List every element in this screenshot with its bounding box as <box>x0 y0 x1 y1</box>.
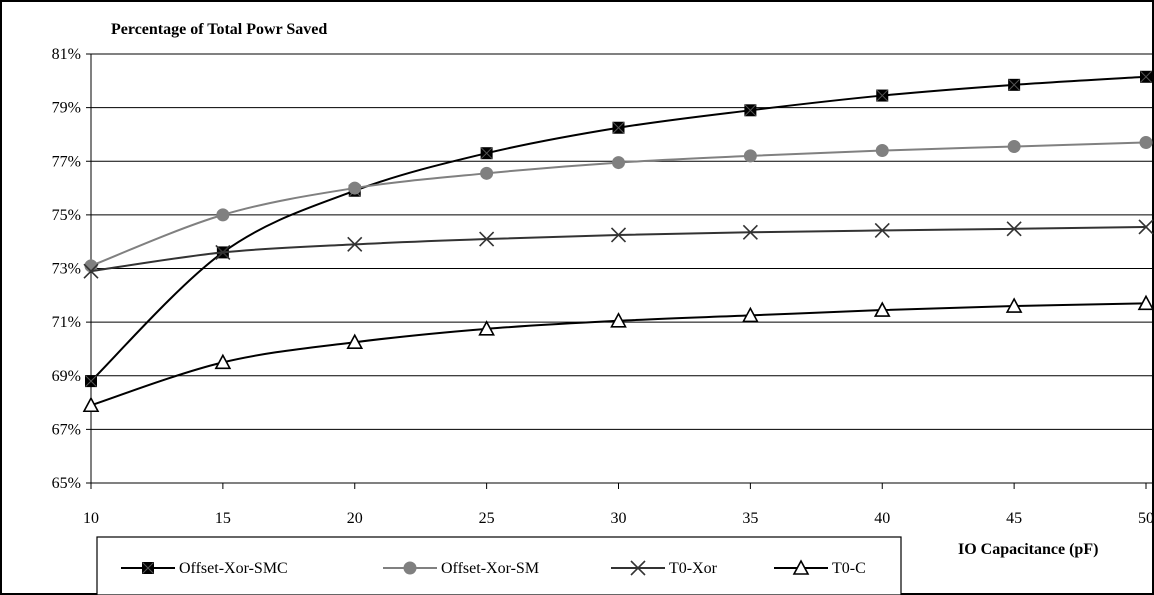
data-point <box>1138 219 1154 235</box>
data-point <box>480 166 494 180</box>
legend-item: Offset-Xor-SMC <box>121 560 288 577</box>
x-tick-label: 30 <box>611 510 627 527</box>
legend-label: T0-C <box>832 560 866 577</box>
legend-item: T0-Xor <box>611 560 718 577</box>
data-point <box>214 353 232 370</box>
legend-marker <box>792 559 810 575</box>
legend-marker <box>630 560 646 576</box>
x-axis-ticks: 10 15 20 25 30 35 40 45 50 <box>83 483 1154 527</box>
data-point <box>1139 135 1153 149</box>
y-tick-label: 77% <box>52 153 81 170</box>
x-axis-label: IO Capacitance (pF) <box>958 541 1098 558</box>
data-point <box>876 89 889 102</box>
data-point <box>1005 297 1023 313</box>
data-point <box>346 333 364 350</box>
data-point <box>83 263 99 279</box>
data-point <box>347 236 363 252</box>
data-point <box>873 301 891 317</box>
x-tick-label: 40 <box>874 510 890 527</box>
x-tick-label: 35 <box>742 510 758 527</box>
legend-label: Offset-Xor-SMC <box>179 560 288 577</box>
y-tick-label: 71% <box>52 314 81 331</box>
grid-lines <box>90 53 1154 484</box>
y-axis-ticks: 65% 67% 69% 71% 73% 75% 77% 79% 81% <box>52 46 91 492</box>
legend-item: Offset-Xor-SM <box>383 560 539 577</box>
legend-marker <box>142 562 154 574</box>
x-tick-label: 10 <box>83 510 99 527</box>
data-point <box>1007 140 1021 154</box>
series-group <box>82 70 1154 413</box>
y-tick-label: 69% <box>52 368 81 385</box>
legend-marker <box>403 561 417 575</box>
chart-title: Percentage of Total Powr Saved <box>111 21 327 38</box>
data-point <box>610 312 627 328</box>
legend-label: Offset-Xor-SM <box>441 560 539 577</box>
data-point <box>742 306 759 323</box>
x-tick-label: 15 <box>215 510 231 527</box>
y-tick-label: 65% <box>52 475 81 492</box>
data-point <box>478 320 495 336</box>
data-point <box>743 149 757 163</box>
data-point <box>612 121 625 134</box>
data-point <box>215 244 231 260</box>
y-tick-label: 67% <box>52 421 81 438</box>
data-point <box>744 104 757 117</box>
data-point <box>1140 70 1152 83</box>
series-line <box>90 225 1147 273</box>
data-point <box>480 147 493 160</box>
y-tick-label: 73% <box>52 261 81 278</box>
legend-label: T0-Xor <box>669 560 718 577</box>
data-point <box>1008 78 1021 91</box>
data-point <box>610 227 627 243</box>
series-offset-xor-sm <box>84 135 1153 273</box>
data-point <box>1137 294 1154 311</box>
x-tick-label: 45 <box>1006 510 1022 527</box>
data-point <box>742 224 758 240</box>
x-tick-label: 25 <box>479 510 495 527</box>
data-point <box>875 144 889 158</box>
data-point <box>874 222 890 238</box>
x-tick-label: 20 <box>347 510 363 527</box>
data-point <box>82 396 100 413</box>
data-point <box>1006 221 1022 237</box>
data-point <box>85 375 97 388</box>
series-t0-c <box>82 294 1154 413</box>
data-point <box>216 208 230 222</box>
y-tick-label: 79% <box>52 100 81 117</box>
data-point <box>612 156 625 170</box>
data-point <box>348 181 362 195</box>
legend: Offset-Xor-SMC Offset-Xor-SM T0-Xor T0-C <box>121 559 866 577</box>
legend-box <box>96 536 902 595</box>
y-tick-label: 81% <box>52 46 81 63</box>
legend-item: T0-C <box>774 559 866 577</box>
x-tick-label: 50 <box>1138 510 1154 527</box>
y-tick-label: 75% <box>52 207 81 224</box>
series-t0-xor <box>83 219 1154 279</box>
data-point <box>479 231 495 247</box>
